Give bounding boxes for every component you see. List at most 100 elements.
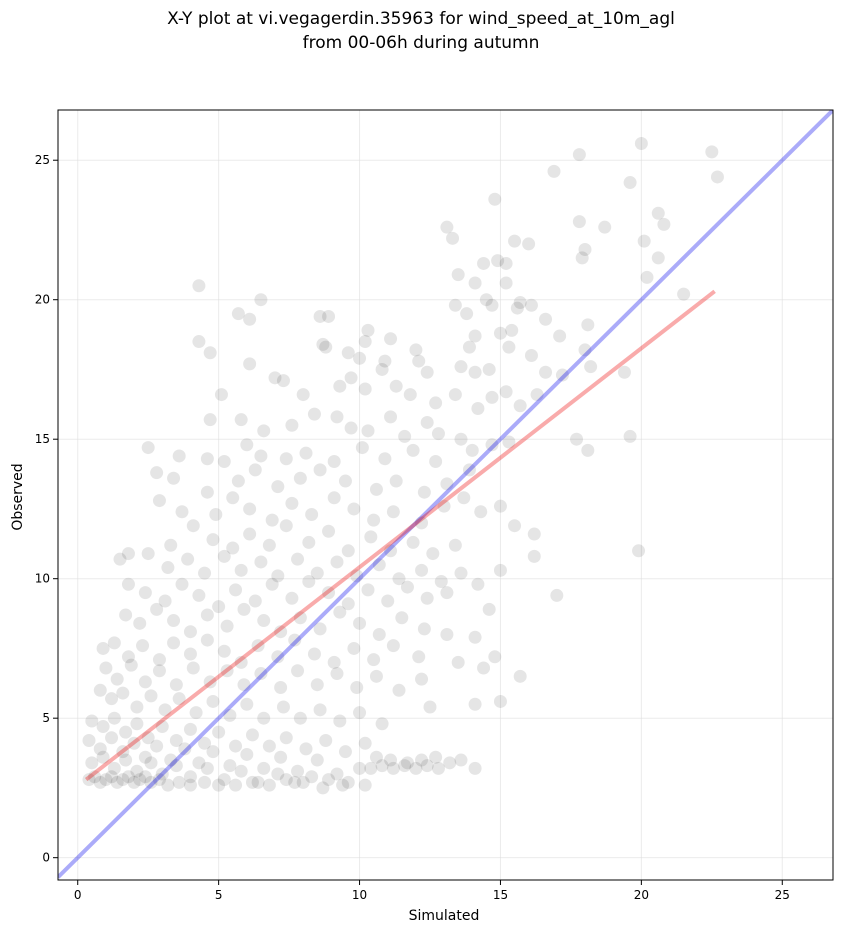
scatter-point [319,734,333,748]
scatter-point [454,566,468,580]
scatter-point [243,502,257,516]
scatter-point [200,452,214,466]
scatter-point [471,402,485,416]
scatter-point [429,396,443,410]
scatter-point [358,335,372,349]
scatter-point [389,474,403,488]
scatter-point [105,770,119,784]
scatter-point [262,538,276,552]
scatter-point [237,602,251,616]
scatter-point [271,569,285,583]
scatter-point [220,664,234,678]
scatter-point [172,449,186,463]
x-tick-label: 15 [493,888,508,902]
scatter-point [313,463,327,477]
scatter-point [426,547,440,561]
scatter-point [299,446,313,460]
scatter-point [245,728,259,742]
scatter-point [138,770,152,784]
scatter-point [322,773,336,787]
scatter-point [305,770,319,784]
scatter-point [96,750,110,764]
scatter-point [462,463,476,477]
scatter-point [440,477,454,491]
scatter-point [539,365,553,379]
scatter-point [338,474,352,488]
scatter-point [479,293,493,307]
scatter-point [361,424,375,438]
scatter-point [262,739,276,753]
scatter-point [437,499,451,513]
scatter-point [581,443,595,457]
scatter-point [175,577,189,591]
scatter-point [341,775,355,789]
scatter-point [322,524,336,538]
scatter-point [440,627,454,641]
scatter-point [406,535,420,549]
scatter-point [274,625,288,639]
scatter-point [623,429,637,443]
scatter-point [133,616,147,630]
scatter-point [420,759,434,773]
scatter-point [415,672,429,686]
scatter-point [522,237,536,251]
scatter-point [375,759,389,773]
scatter-point [570,432,584,446]
scatter-point [152,664,166,678]
scatter-point [488,650,502,664]
scatter-point [316,781,330,795]
scatter-point [316,337,330,351]
scatter-point [198,736,212,750]
scatter-point [468,329,482,343]
scatter-point [133,773,147,787]
scatter-point [412,650,426,664]
scatter-point [229,778,243,792]
chart-title-line-1: X-Y plot at vi.vegagerdin.35963 for wind… [167,9,675,29]
scatter-point [206,533,220,547]
scatter-point [347,502,361,516]
scatter-point [279,773,293,787]
scatter-point [637,234,651,248]
scatter-point [291,664,305,678]
scatter-point [138,586,152,600]
scatter-point [358,382,372,396]
scatter-point [386,639,400,653]
scatter-point [355,441,369,455]
scatter-point [206,694,220,708]
scatter-point [392,572,406,586]
scatter-point [502,340,516,354]
scatter-point [524,298,538,312]
identity-line [58,110,833,879]
scatter-point [167,614,181,628]
scatter-point [96,720,110,734]
scatter-point [192,279,206,293]
scatter-point [384,753,398,767]
scatter-point [634,136,648,150]
scatter-point [305,508,319,522]
scatter-point [431,427,445,441]
scatter-point [493,563,507,577]
scatter-point [443,756,457,770]
scatter-point [341,544,355,558]
scatter-point [448,388,462,402]
scatter-point [555,368,569,382]
scatter-point [223,759,237,773]
scatter-point [468,276,482,290]
scatter-point [265,577,279,591]
scatter-point [229,739,243,753]
scatter-point [198,775,212,789]
scatter-point [206,745,220,759]
scatter-point [116,773,130,787]
scatter-point [167,636,181,650]
scatter-point [285,496,299,510]
scatter-point [381,594,395,608]
scatter-point [310,678,324,692]
scatter-point [406,443,420,457]
scatter-point [508,234,522,248]
scatter-point [344,421,358,435]
scatter-point [550,588,564,602]
scatter-point [231,307,245,321]
scatter-point [499,276,513,290]
scatter-point [485,438,499,452]
y-tick-label: 20 [35,293,50,307]
